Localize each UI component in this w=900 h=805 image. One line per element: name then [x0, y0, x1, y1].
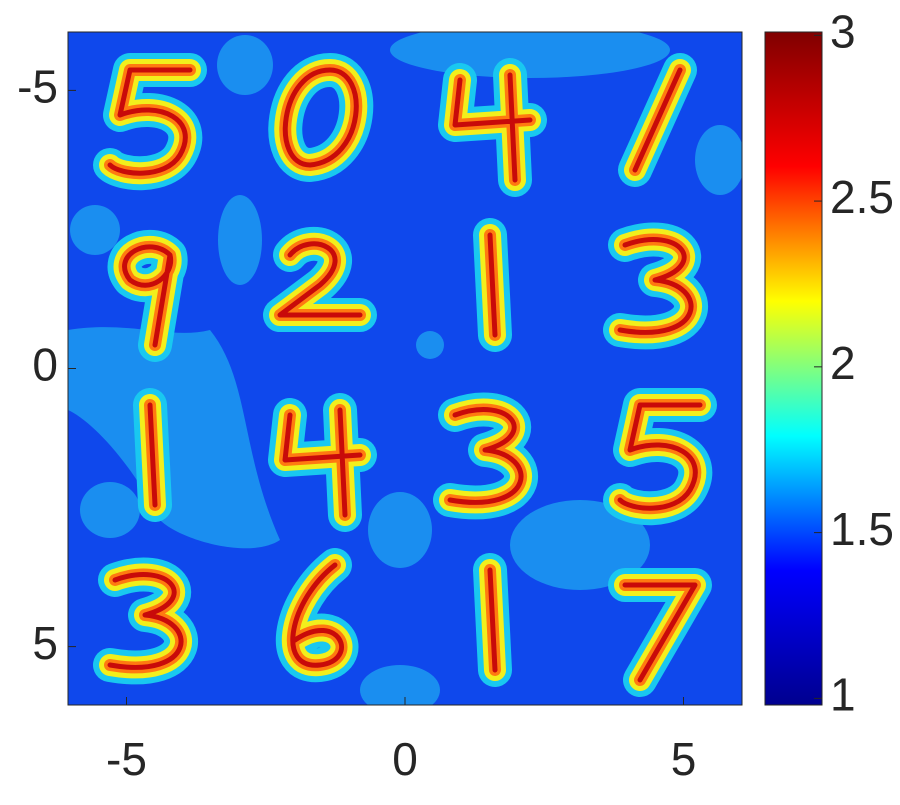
colorbar-tick-label: 3 [830, 5, 856, 57]
colorbar-tick-label: 2 [830, 337, 856, 389]
digit [620, 405, 700, 508]
x-tick-label: 0 [392, 733, 418, 785]
heatmap-image [68, 32, 742, 705]
digit [490, 570, 495, 670]
digit [110, 70, 190, 173]
y-tick-label: -5 [17, 61, 58, 113]
y-tick-label: 0 [32, 339, 58, 391]
digit [490, 235, 495, 335]
colorbar-tick-label: 1.5 [830, 503, 894, 555]
x-tick-label: -5 [106, 733, 147, 785]
digit [150, 405, 155, 505]
colorbar [764, 31, 823, 706]
y-tick-label: 5 [32, 617, 58, 669]
x-tick-label: 5 [671, 733, 697, 785]
colorbar-tick-label: 1 [830, 669, 856, 721]
colorbar-tick-label: 2.5 [830, 171, 894, 223]
